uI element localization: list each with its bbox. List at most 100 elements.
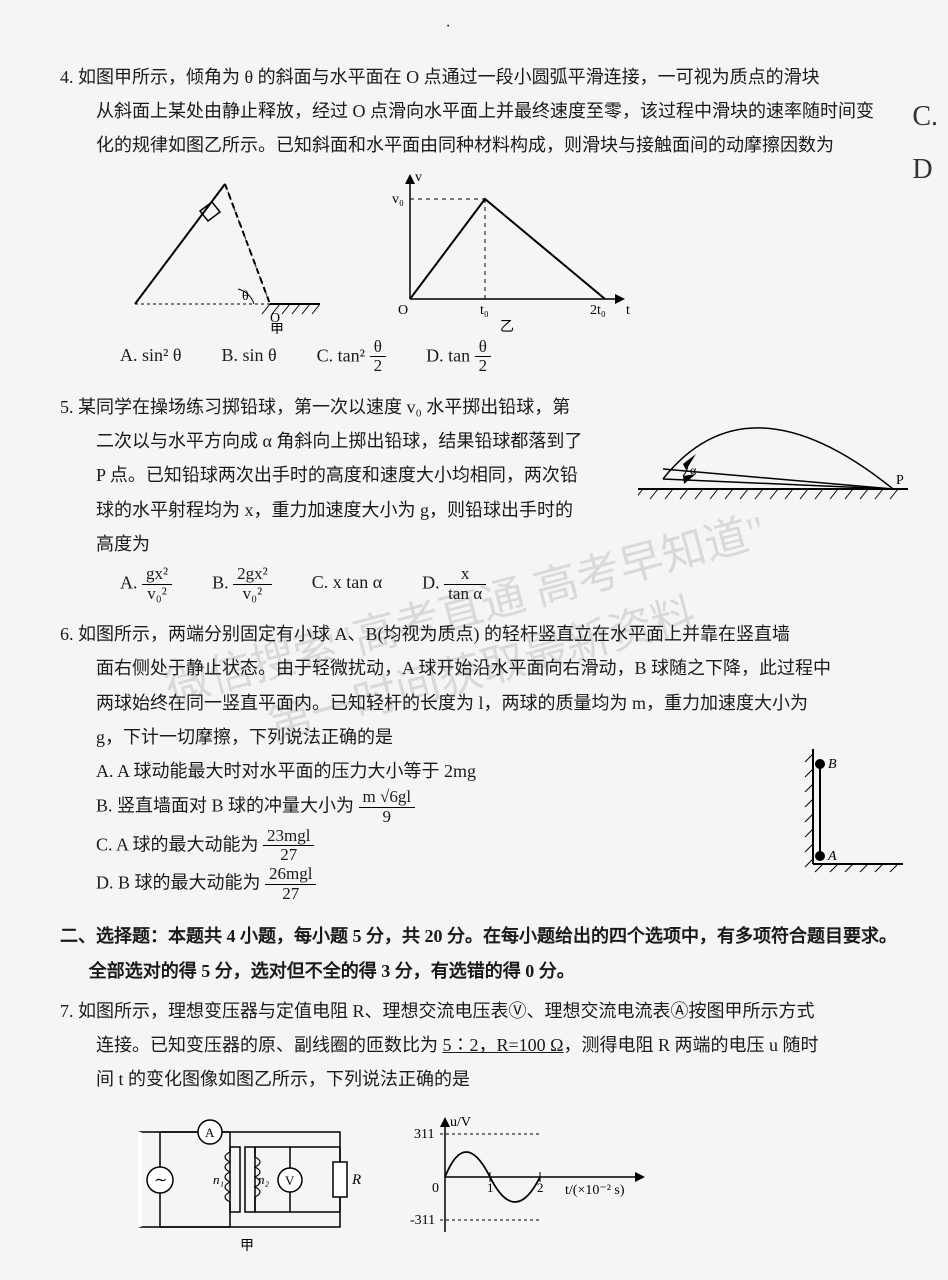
q5-optA: A. gx²v₀² [120,565,172,603]
q7-V: V [285,1173,295,1188]
q7-line2c: ，测得电阻 R 两端的电压 u 随时 [564,1035,819,1055]
hand-d: D [912,154,932,185]
q6-optC: C. A 球的最大动能为 23mgl27 [96,827,908,865]
q4-yi: 乙 [500,319,514,334]
q4-optD-pre: D. tan [426,345,470,365]
q7-num: 7. [60,1001,74,1021]
q5-optB-n: 2gx² [233,565,272,585]
q4-figures: θ O 甲 v₀ v t t₀ 2t₀ O 乙 [60,169,908,334]
q6-optB-d: 9 [359,808,416,827]
q5-optD: D. xtan α [422,565,486,603]
q4-optA: A. sin² θ [120,338,182,372]
q6-optD-d: 27 [265,885,316,904]
q4-fig2: v₀ v t t₀ 2t₀ O 乙 [390,169,640,334]
q7-ylabel: u/V [450,1115,471,1130]
q4-optC-n: θ [370,338,387,358]
q4-t: t [626,303,630,318]
q4-jia-label: 甲 [270,323,284,334]
q5-line5: 高度为 [60,527,908,561]
q6-optC-pre: C. A 球的最大动能为 [96,834,259,854]
q4-num: 4. [60,67,74,87]
q6-optB-pre: B. 竖直墙面对 B 球的冲量大小为 [96,796,354,816]
q6-optC-d: 27 [263,846,314,865]
q6-optD: D. B 球的最大动能为 26mgl27 [96,865,908,903]
q6-num: 6. [60,624,74,644]
q4-optD-n: θ [475,338,492,358]
q7-wave: u/V 311 0 -311 1 2 t/(×10⁻² s) [410,1112,670,1252]
q7-line3: 间 t 的变化图像如图乙所示，下列说法正确的是 [60,1062,908,1096]
q5-optA-pre: A. [120,572,138,592]
q4-optC-pre: C. tan² [317,345,365,365]
q6-optB: B. 竖直墙面对 B 球的冲量大小为 m √6gl9 [96,788,908,826]
q4-optD: D. tan θ2 [426,338,491,376]
q5-fig: P α [638,394,908,509]
q5-optD-pre: D. [422,572,440,592]
q7-line2: 连接。已知变压器的原、副线圈的匝数比为 5∶2，R=100 Ω，测得电阻 R 两… [60,1028,908,1062]
q4-v: v [415,170,422,185]
q5-optB-pre: B. [212,572,229,592]
q5-optA-n: gx² [142,565,172,585]
q7-m311: -311 [410,1213,435,1228]
question-6: 6. 如图所示，两端分别固定有小球 A、B(均视为质点) 的轻杆竖直立在水平面上… [60,617,908,903]
q7-n2: n₂ [258,1172,270,1187]
q5-alpha: α [690,463,697,477]
q6-B: B [828,757,837,772]
q6-A: A [827,849,837,864]
question-4: 4. 如图甲所示，倾角为 θ 的斜面与水平面在 O 点通过一段小圆弧平滑连接，一… [60,60,908,376]
q5-num: 5. [60,397,74,417]
question-5: P α 5. 某同学在操场练习掷铅球，第一次以速度 v₀ 水平掷出铅球，第 二次… [60,390,908,603]
q7-line2a: 连接。已知变压器的原、副线圈的匝数比为 [96,1035,443,1055]
q4-t0: t₀ [480,303,489,318]
q6-fig: B A [798,744,908,879]
q7-0: 0 [432,1181,439,1196]
q4-optC-d: 2 [370,357,387,376]
q4-o2: O [398,303,408,318]
hand-c: C. [912,101,938,132]
q7-figures: ∼ A n₁ n₂ [60,1102,908,1252]
page-marker: · [446,12,451,42]
section-2-header: 二、选择题：本题共 4 小题，每小题 5 分，共 20 分。在每小题给出的四个选… [60,919,908,987]
q7-xlabel: t/(×10⁻² s) [565,1183,625,1198]
q7-tilde: ∼ [154,1172,167,1189]
q4-line3: 化的规律如图乙所示。已知斜面和水平面由同种材料构成，则滑块与接触面间的动摩擦因数… [60,128,908,162]
q6-line1: 如图所示，两端分别固定有小球 A、B(均视为质点) 的轻杆竖直立在水平面上并靠在… [78,624,790,644]
q4-2t0: 2t₀ [590,303,606,318]
q4-fig1: θ O 甲 [120,174,320,334]
question-7: 7. 如图所示，理想变压器与定值电阻 R、理想交流电压表Ⓥ、理想交流电流表Ⓐ按图… [60,994,908,1253]
q6-optC-n: 23mgl [263,827,314,847]
q5-line1: 某同学在操场练习掷铅球，第一次以速度 v₀ 水平掷出铅球，第 [78,397,570,417]
q6-optB-n: m √6gl [359,788,416,808]
handwritten-answer: C. D [912,90,938,196]
q4-optC: C. tan² θ2 [317,338,386,376]
q7-x1: 1 [487,1180,494,1195]
q4-line2: 从斜面上某处由静止释放，经过 O 点滑向水平面上并最终速度至零，该过程中滑块的速… [60,94,908,128]
q6-line3: 两球始终在同一竖直平面内。已知轻杆的长度为 l，两球的质量均为 m，重力加速度大… [60,686,908,720]
q7-311: 311 [414,1127,434,1142]
q5-optA-d: v₀² [142,585,172,604]
q4-optD-d: 2 [475,357,492,376]
q5-options: A. gx²v₀² B. 2gx²v₀² C. x tan α D. xtan … [60,565,908,603]
q6-line2: 面右侧处于静止状态。由于轻微扰动，A 球开始沿水平面向右滑动，B 球随之下降，此… [60,651,908,685]
q7-line2b: 5∶2，R=100 Ω [443,1035,564,1055]
q7-jia: 甲 [240,1239,254,1252]
q5-P: P [896,473,904,488]
q4-options: A. sin² θ B. sin θ C. tan² θ2 D. tan θ2 [60,338,908,376]
q6-optA: A. A 球动能最大时对水平面的压力大小等于 2mg [96,754,908,788]
q5-optD-n: x [444,565,486,585]
q5-optB-d: v₀² [233,585,272,604]
q4-v0: v₀ [392,192,404,207]
q7-line1: 如图所示，理想变压器与定值电阻 R、理想交流电压表Ⓥ、理想交流电流表Ⓐ按图甲所示… [78,1001,815,1021]
q5-optD-d: tan α [444,585,486,604]
q6-optD-pre: D. B 球的最大动能为 [96,872,261,892]
q6-options: A. A 球动能最大时对水平面的压力大小等于 2mg B. 竖直墙面对 B 球的… [60,754,908,903]
q5-optB: B. 2gx²v₀² [212,565,272,603]
q6-optD-n: 26mgl [265,865,316,885]
q4-line1: 如图甲所示，倾角为 θ 的斜面与水平面在 O 点通过一段小圆弧平滑连接，一可视为… [78,67,820,87]
q7-A: A [205,1125,215,1140]
q7-R: R [351,1172,361,1188]
q6-line4: g，下计一切摩擦，下列说法正确的是 [60,720,908,754]
q5-optC: C. x tan α [312,565,382,599]
q7-x2: 2 [537,1180,544,1195]
q4-optB: B. sin θ [222,338,277,372]
q4-theta-label: θ [242,289,249,304]
